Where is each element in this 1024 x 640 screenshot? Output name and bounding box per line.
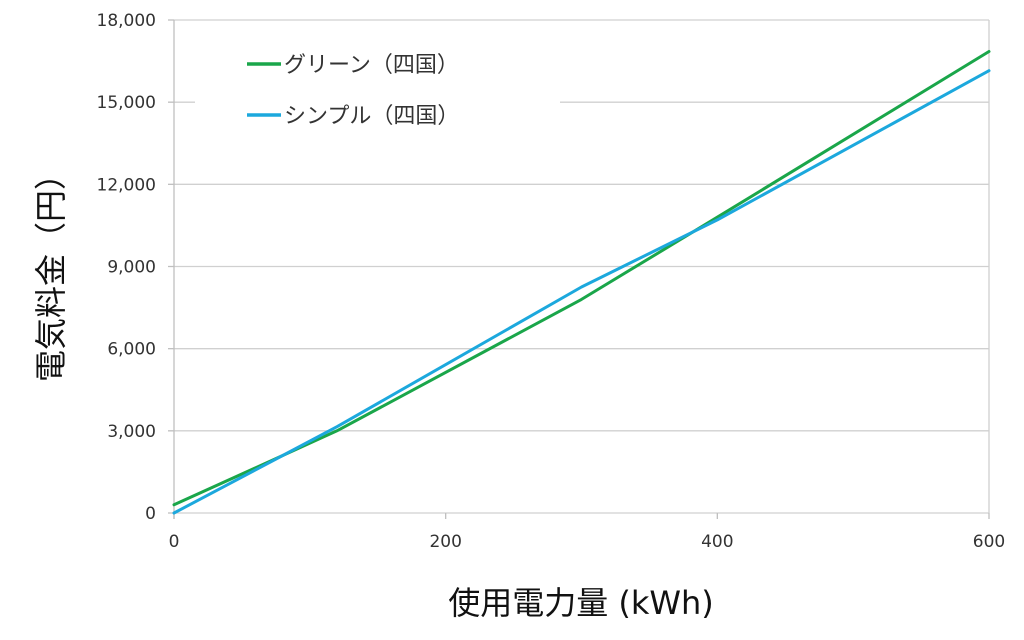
y-tick-label: 0 xyxy=(145,504,156,524)
y-tick-label: 9,000 xyxy=(107,258,156,278)
x-axis-title: 使用電力量 (kWh) xyxy=(448,584,714,622)
x-tick-label: 400 xyxy=(701,532,733,552)
x-tick-label: 0 xyxy=(169,532,180,552)
x-tick-label: 600 xyxy=(973,532,1005,552)
legend-label: グリーン（四国） xyxy=(284,53,459,78)
y-tick-label: 15,000 xyxy=(97,93,156,113)
gridlines xyxy=(173,19,990,519)
y-tick-label: 6,000 xyxy=(107,340,156,360)
x-axis-ticks: 0 200 400 600 xyxy=(169,513,1005,552)
y-axis-ticks: 0 3,000 6,000 9,000 12,000 15,000 18,000 xyxy=(97,11,174,524)
y-tick-label: 12,000 xyxy=(97,175,156,195)
legend-background xyxy=(195,40,560,135)
y-tick-label: 3,000 xyxy=(107,422,156,442)
x-tick-label: 200 xyxy=(429,532,461,552)
y-tick-label: 18,000 xyxy=(97,11,156,31)
y-axis-title: 電気料金（円） xyxy=(32,158,70,382)
series-line xyxy=(172,69,991,515)
series-lines xyxy=(172,50,991,515)
legend: グリーン（四国） シンプル（四国） xyxy=(247,53,459,129)
legend-label: シンプル（四国） xyxy=(284,104,459,129)
